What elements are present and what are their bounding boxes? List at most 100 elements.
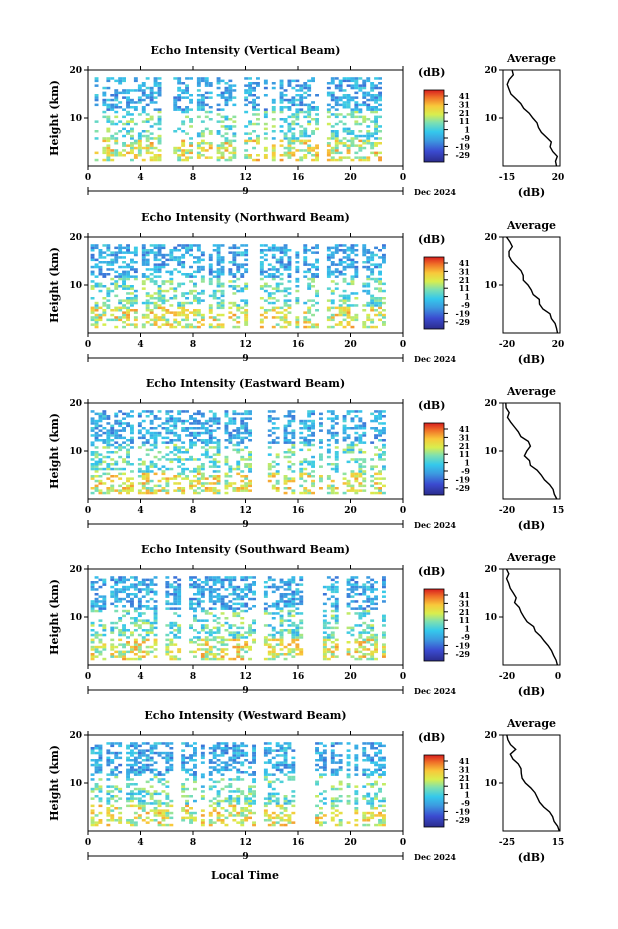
heatmap-cell bbox=[330, 280, 335, 283]
heatmap-cell bbox=[228, 125, 233, 128]
heatmap-cell bbox=[366, 631, 371, 634]
x-tick-label: 16 bbox=[292, 506, 305, 516]
heatmap-cell bbox=[208, 804, 213, 808]
heatmap-cell bbox=[330, 325, 335, 329]
heatmap-cell bbox=[236, 585, 241, 589]
heatmap-cell bbox=[106, 756, 111, 760]
heatmap-cell bbox=[354, 460, 359, 464]
heatmap-cell bbox=[256, 118, 260, 121]
heatmap-cell bbox=[228, 417, 233, 420]
heatmap-cell bbox=[244, 410, 249, 413]
heatmap-cell bbox=[350, 292, 355, 295]
heatmap-cell bbox=[161, 783, 166, 786]
heatmap-cell bbox=[102, 482, 107, 485]
heatmap-cell bbox=[366, 605, 371, 608]
heatmap-cell bbox=[299, 125, 304, 128]
heatmap-cell bbox=[153, 313, 158, 317]
heatmap-cell bbox=[283, 434, 288, 437]
heatmap-cell bbox=[106, 304, 111, 307]
heatmap-cell bbox=[216, 251, 221, 254]
heatmap-cell bbox=[330, 301, 335, 305]
heatmap-cell bbox=[177, 448, 182, 452]
heatmap-cell bbox=[161, 261, 166, 264]
heatmap-cell bbox=[114, 766, 119, 769]
heatmap-cell bbox=[114, 256, 119, 259]
heatmap-cell bbox=[185, 811, 189, 815]
heatmap-cell bbox=[98, 439, 103, 442]
heatmap-cell bbox=[228, 759, 233, 762]
heatmap-cell bbox=[224, 458, 229, 461]
heatmap-cell bbox=[141, 578, 146, 582]
heatmap-cell bbox=[141, 261, 146, 264]
heatmap-cell bbox=[161, 773, 166, 776]
heatmap-cell bbox=[354, 120, 359, 123]
heatmap-cell bbox=[133, 638, 138, 642]
heatmap-cell bbox=[330, 650, 335, 654]
heatmap-cell bbox=[169, 258, 174, 262]
heatmap-cell bbox=[130, 463, 134, 466]
heatmap-cell bbox=[185, 427, 189, 430]
heatmap-cell bbox=[185, 778, 189, 781]
heatmap-cell bbox=[204, 624, 209, 627]
heatmap-cell bbox=[236, 775, 241, 779]
heatmap-cell bbox=[149, 125, 154, 128]
heatmap-cell bbox=[366, 94, 371, 97]
heatmap-cell bbox=[267, 633, 272, 637]
heatmap-cell bbox=[220, 778, 225, 781]
heatmap-cell bbox=[326, 585, 331, 589]
heatmap-cell bbox=[295, 321, 300, 324]
heatmap-cell bbox=[189, 265, 193, 269]
heatmap-cell bbox=[216, 742, 221, 745]
heatmap-cell bbox=[130, 759, 134, 762]
heatmap-cell bbox=[106, 446, 111, 449]
heatmap-cell bbox=[350, 96, 355, 99]
heatmap-cell bbox=[342, 273, 347, 276]
heatmap-cell bbox=[248, 91, 252, 95]
heatmap-cell bbox=[350, 280, 355, 283]
heatmap-cell bbox=[315, 273, 319, 276]
heatmap-cell bbox=[315, 118, 319, 121]
heatmap-cell bbox=[212, 595, 217, 598]
heatmap-cell bbox=[326, 650, 331, 654]
heatmap-cell bbox=[315, 309, 319, 312]
heatmap-cell bbox=[291, 650, 296, 654]
heatmap-cell bbox=[228, 585, 233, 589]
heatmap-cell bbox=[126, 297, 130, 300]
heatmap-cell bbox=[370, 619, 375, 622]
heatmap-cell bbox=[130, 751, 134, 755]
heatmap-cell bbox=[303, 311, 308, 314]
heatmap-cell bbox=[216, 263, 221, 266]
heatmap-cell bbox=[165, 583, 170, 586]
heatmap-cell bbox=[200, 280, 205, 283]
heatmap-cell bbox=[193, 270, 197, 274]
heatmap-cell bbox=[346, 139, 351, 143]
heatmap-cell bbox=[149, 489, 154, 492]
heatmap-cell bbox=[311, 132, 315, 135]
heatmap-cell bbox=[287, 261, 292, 264]
heatmap-cell bbox=[370, 299, 375, 302]
heatmap-cell bbox=[287, 144, 292, 147]
heatmap-cell bbox=[263, 624, 268, 627]
heatmap-cell bbox=[122, 487, 126, 490]
heatmap-cell bbox=[173, 585, 178, 589]
heatmap-cell bbox=[193, 585, 197, 589]
heatmap-cell bbox=[165, 453, 170, 456]
heatmap-cell bbox=[208, 429, 213, 432]
heatmap-cell bbox=[346, 282, 351, 286]
heatmap-cell bbox=[137, 436, 142, 440]
heatmap-cell bbox=[114, 318, 119, 322]
heatmap-cell bbox=[196, 593, 201, 596]
heatmap-cell bbox=[236, 754, 241, 757]
heatmap-cell bbox=[189, 311, 193, 314]
heatmap-cell bbox=[149, 294, 154, 298]
heatmap-cell bbox=[354, 108, 359, 111]
heatmap-cell bbox=[370, 120, 375, 123]
heatmap-cell bbox=[283, 455, 288, 459]
heatmap-cell bbox=[196, 487, 201, 490]
heatmap-cell bbox=[114, 94, 119, 97]
heatmap-cell bbox=[90, 655, 95, 658]
heatmap-cell bbox=[165, 422, 170, 425]
heatmap-cell bbox=[374, 120, 378, 123]
heatmap-cell bbox=[130, 113, 134, 116]
heatmap-cell bbox=[94, 275, 99, 278]
